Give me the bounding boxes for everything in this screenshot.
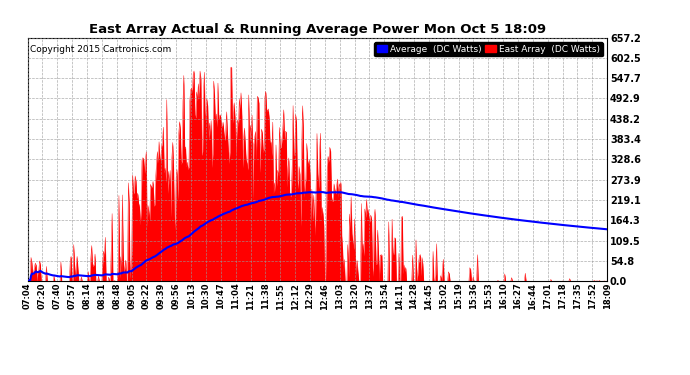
Text: Copyright 2015 Cartronics.com: Copyright 2015 Cartronics.com: [30, 45, 172, 54]
Title: East Array Actual & Running Average Power Mon Oct 5 18:09: East Array Actual & Running Average Powe…: [89, 23, 546, 36]
Legend: Average  (DC Watts), East Array  (DC Watts): Average (DC Watts), East Array (DC Watts…: [374, 42, 602, 56]
